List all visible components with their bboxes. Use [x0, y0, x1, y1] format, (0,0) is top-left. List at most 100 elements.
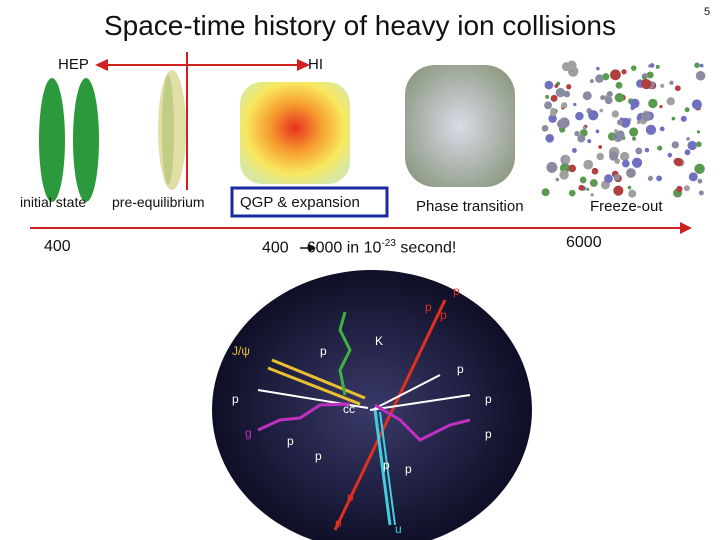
particle [615, 81, 623, 89]
particle [646, 71, 654, 79]
particle [583, 159, 594, 170]
stage: Freeze-out [590, 198, 663, 215]
arrow-head [680, 222, 692, 234]
particle [590, 193, 594, 197]
count-range: 400 6000 in 10-23 second! [262, 238, 456, 257]
particle-label: p [287, 434, 294, 448]
particle [550, 94, 558, 102]
particle [691, 99, 702, 110]
particle [683, 185, 690, 192]
particle-label: u [395, 522, 402, 536]
particle-label: K [375, 334, 383, 348]
particle-label: p [453, 284, 460, 298]
particle [684, 149, 691, 156]
particle [645, 124, 657, 135]
text: 400 [262, 239, 289, 257]
text: 6000 in 10 [306, 239, 382, 257]
particle [684, 107, 690, 113]
particle-label: p [383, 458, 390, 472]
particle-label: p [440, 308, 447, 322]
particle [616, 130, 625, 139]
text: second! [395, 239, 457, 257]
particle [613, 174, 621, 181]
particle [559, 170, 569, 180]
particle [667, 152, 673, 158]
particle [655, 64, 660, 69]
particle [604, 174, 613, 184]
particle [561, 62, 571, 72]
particle [627, 185, 632, 190]
particle [676, 185, 683, 193]
particle [573, 102, 577, 107]
particle-label: p [315, 449, 322, 463]
label: HI [308, 56, 323, 73]
particle [669, 80, 674, 85]
particle [546, 161, 558, 173]
title: Space-time history of heavy ion collisio… [103, 10, 616, 41]
particle [657, 145, 663, 151]
particle [696, 130, 701, 134]
particle [560, 102, 568, 109]
particle [630, 98, 640, 109]
particle [596, 66, 600, 71]
particle [674, 157, 683, 167]
particle [671, 141, 679, 149]
particle-label: cc [343, 402, 355, 416]
particle [686, 137, 690, 141]
particle [695, 70, 706, 81]
particle [602, 73, 610, 81]
particle [688, 172, 698, 182]
particle [666, 97, 675, 106]
particle [568, 189, 576, 197]
particle-label: J/ψ [232, 344, 250, 358]
particle-label: p [335, 516, 342, 530]
particle-label: p [485, 427, 492, 441]
particle [617, 119, 624, 126]
particle [696, 141, 702, 148]
stage: Phase transition [416, 198, 524, 215]
freeze-out-image [541, 60, 706, 198]
particle [589, 179, 598, 187]
particle-label: p [425, 300, 432, 314]
particle [649, 63, 655, 68]
particle [641, 111, 652, 122]
particle [544, 80, 554, 90]
particle [575, 111, 584, 121]
arrow-head [297, 59, 310, 71]
phase-image [405, 65, 515, 187]
particle [586, 187, 590, 191]
particle [596, 152, 604, 161]
stage: pre-equilibrium [112, 194, 205, 210]
particle [588, 110, 599, 121]
particle [659, 126, 665, 132]
particle [548, 114, 557, 123]
particle [660, 83, 665, 88]
arrow-head [309, 244, 316, 252]
particle-label: p [232, 392, 239, 406]
qgp-image [240, 82, 350, 184]
particle [604, 96, 613, 105]
particle [671, 116, 676, 121]
exponent: -23 [381, 238, 396, 249]
nuclei [39, 70, 186, 202]
particle [636, 120, 641, 125]
stage: initial state [20, 194, 87, 210]
particle-label: p [347, 490, 354, 504]
particle [621, 69, 627, 75]
particle [591, 167, 599, 175]
particle [599, 108, 604, 113]
particle [621, 159, 630, 168]
particle [641, 78, 652, 90]
particle [545, 94, 550, 99]
particle [578, 184, 585, 191]
particle [554, 84, 559, 88]
particle [628, 189, 637, 198]
arrow-head [95, 59, 108, 71]
particle [571, 148, 577, 153]
particle [659, 104, 663, 109]
particle [613, 185, 624, 196]
particle [632, 136, 637, 141]
count: 400 [44, 238, 71, 255]
